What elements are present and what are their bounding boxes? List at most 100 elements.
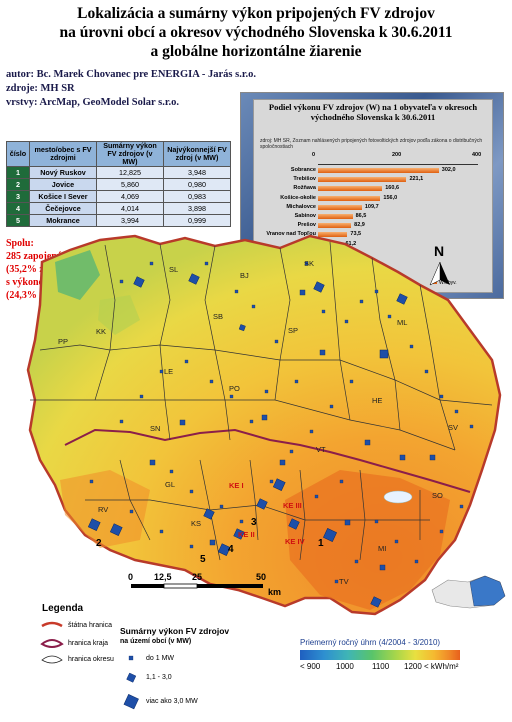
high-irradiation-zone <box>285 470 450 610</box>
chart-category-label: Prešov <box>297 222 316 229</box>
district-label: KE IV <box>285 537 305 546</box>
scale-label: 12,5 <box>154 572 172 582</box>
chart-value-label: 156,0 <box>383 194 398 201</box>
region-border-symbol <box>40 639 64 648</box>
chart-bar <box>318 168 439 173</box>
north-label: N <box>434 243 444 259</box>
pv-markers-large <box>87 273 408 608</box>
irradiation-title: Priemerný ročný úhrn (4/2004 - 3/2010) <box>300 638 441 647</box>
table-cell: 3,994 <box>96 214 164 227</box>
table-cell: 12,825 <box>96 166 164 179</box>
legend-district-border: hranica okresu <box>68 656 114 663</box>
state-border-symbol <box>41 621 63 628</box>
chart-axis-line <box>318 164 478 165</box>
chart-value-label: 73,5 <box>350 231 362 238</box>
credits: autor: Bc. Marek Chovanec pre ENERGIA - … <box>6 68 256 110</box>
table-cell: 3,898 <box>163 202 231 215</box>
chart-bar <box>318 177 407 183</box>
district-label: SK <box>304 259 314 268</box>
legend-power-small: do 1 MW <box>146 655 175 662</box>
chart-value-label: 86,5 <box>355 213 367 219</box>
district-label: KS <box>191 519 201 528</box>
chart-x-tick: 400 <box>472 152 482 158</box>
top-municipalities-table: číslo mesto/obec s FV zdrojmi Sumárny vý… <box>6 141 231 227</box>
chart-x-tick: 200 <box>392 152 402 158</box>
legend-title: Legenda <box>42 603 84 614</box>
large-power-symbol <box>123 694 139 710</box>
irradiation-colorbar <box>300 650 460 660</box>
site-label: 4 <box>228 544 234 555</box>
credit-source: zdroje: MH SR <box>6 83 75 94</box>
chart-x-tick: 0 <box>312 152 316 158</box>
chart-source-note: zdroj: MH SR, Zoznam nahlásených pripoje… <box>260 138 483 150</box>
legend-power-large: viac ako 3,0 MW <box>146 698 198 705</box>
district-label: TV <box>339 577 349 586</box>
scale-label: km <box>268 587 281 597</box>
north-arrow: N <box>429 243 450 286</box>
irradiation-tick: 1000 <box>336 662 354 671</box>
table-row: 5 Mokrance 3,994 0,999 <box>6 214 231 227</box>
district-label: SO <box>432 491 443 500</box>
irradiation-tick: 1100 <box>372 662 390 671</box>
table-header: mesto/obec s FV zdrojmi <box>29 141 97 167</box>
site-label: 5 <box>200 554 206 565</box>
mid-power-symbol <box>126 672 137 683</box>
table-cell: Nový Ruskov <box>29 166 97 179</box>
table-cell: 0,980 <box>163 178 231 191</box>
table-row: 2 Jovice 5,860 0,980 <box>6 178 231 191</box>
chart-category-label: Košice-okolie <box>280 194 316 201</box>
chart-category-label: Sobrance <box>290 167 316 173</box>
district-label: KE II <box>238 530 255 539</box>
legend-region-border: hranica kraja <box>68 640 109 647</box>
chart-bar <box>318 214 353 219</box>
site-label: 2 <box>96 538 102 549</box>
district-label: SP <box>288 326 298 335</box>
chart-bar <box>318 204 362 210</box>
district-label: SL <box>169 265 178 274</box>
district-label: SN <box>150 424 160 433</box>
credit-author: autor: Bc. Marek Chovanec pre ENERGIA - … <box>6 69 257 80</box>
district-label: KE I <box>229 481 244 490</box>
pv-markers-medium <box>149 289 436 571</box>
table-header: číslo <box>6 141 30 167</box>
chart-value-label: 61,2 <box>345 240 357 247</box>
district-label: KK <box>96 327 106 336</box>
district-border-symbol <box>41 655 63 664</box>
scale-label: 50 <box>256 572 266 582</box>
scale-label: 0 <box>128 572 133 582</box>
pv-markers-small <box>89 261 474 584</box>
district-label: SB <box>213 312 223 321</box>
chart-category-label: Trebišov <box>293 176 316 183</box>
district-label: SV <box>448 423 458 432</box>
legend-power-title: Sumárny výkon FV zdrojov <box>120 626 230 636</box>
title-line-2: na úrovni obcí a okresov východného Slov… <box>59 24 453 41</box>
chart-category-label: Michalovce <box>286 203 316 210</box>
chart-value-label: 302,0 <box>441 167 456 173</box>
table-row: 1 Nový Ruskov 12,825 3,948 <box>6 166 231 179</box>
title-line-1: Lokalizácia a sumárny výkon pripojených … <box>77 5 435 22</box>
scale-bar: 0 12,5 25 50 km <box>128 572 281 597</box>
district-label: GL <box>165 480 175 489</box>
page-title: Lokalizácia a sumárny výkon pripojených … <box>0 4 512 61</box>
slovakia-inset <box>431 575 506 609</box>
legend-power-subtitle: na území obcí (v MW) <box>120 638 192 645</box>
district-labels: SL BJ SK KK PP SB SP ML LE PO HE SV SN V… <box>58 259 458 586</box>
table-header: Najvýkonnejší FV zdroj (v MW) <box>163 141 231 167</box>
mountain-area <box>98 295 140 335</box>
legend-power-mid: 1,1 - 3,0 <box>146 674 172 681</box>
district-label: RV <box>98 505 108 514</box>
credit-layers: vrstvy: ArcMap, GeoModel Solar s.r.o. <box>6 97 180 108</box>
table-cell: 0,983 <box>163 190 231 203</box>
district-label: VT <box>316 445 326 454</box>
chart-value-label: 82,9 <box>354 222 365 229</box>
district-label: BJ <box>240 271 249 280</box>
district-label: ML <box>397 318 407 327</box>
lake <box>383 490 413 504</box>
legend-symbols <box>40 621 460 710</box>
irradiation-tick: 1200 < kWh/m² <box>404 662 459 671</box>
chart-value-label: 221,1 <box>409 176 424 183</box>
chart-category-label: Vranov nad Topľou <box>266 231 316 238</box>
site-labels: 1 2 3 4 5 <box>96 517 324 565</box>
chart-category-label: Sabinov <box>294 213 316 219</box>
